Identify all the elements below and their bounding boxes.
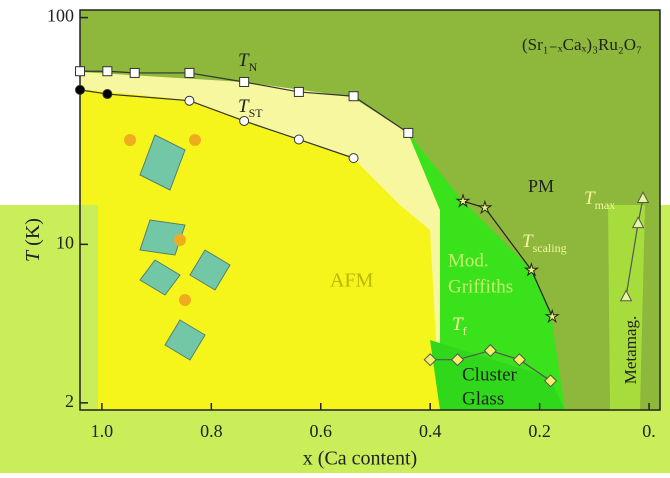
region [80,205,98,410]
x-tick-label: 1.0 [91,421,114,441]
y-tick-label: 10 [56,232,74,252]
series-label: Tscaling [522,231,567,254]
data-point [477,199,493,215]
region-label: Griffiths [448,276,513,297]
data-point [293,86,304,97]
data-point [403,127,414,138]
y-tick-label: 100 [47,6,74,26]
data-point [523,262,540,277]
plot-frame [79,9,661,411]
region-label: PM [528,176,554,196]
series-label-sub: max [595,198,616,212]
series-line [462,200,553,317]
data-point [75,66,85,77]
data-point [450,353,465,367]
region-label: Metamag. [621,316,640,384]
series-label-main: T [238,96,250,117]
data-point [75,84,85,95]
region-label: Mod. [448,250,489,271]
data-point [129,67,140,78]
y-axis-label-symbol: T [22,249,44,262]
griffiths-region [408,133,565,410]
x-tick-label: 0.6 [310,421,333,441]
series-label-sub: f [463,324,467,338]
data-point [239,115,250,126]
data-point [239,76,250,87]
y-axis-label: T (K) [22,218,44,262]
marks: TNTSTTscalingTfTmaxPMAFMMod.GriffithsClu… [75,16,650,410]
y-tick-label: 2 [65,391,74,411]
data-point [102,66,113,77]
data-point [636,191,650,204]
region-label: AFM [330,270,374,292]
series-label: Tf [452,314,467,337]
x-axis-label: x (Ca content) [303,448,417,470]
data-point [544,374,558,388]
series-label: TN [238,50,258,73]
data-point [184,95,195,106]
data-point [102,89,113,100]
data-point [293,134,304,145]
series-label-sub: N [249,60,258,74]
series-label-sub: scaling [533,241,567,255]
region-label: Glass [462,388,504,409]
series-label: TST [238,96,263,119]
crystal-structure [124,134,231,361]
data-point [348,91,359,102]
chart-title: (Sr₁₋ₓCaₓ)₃Ru₂O₇ [522,35,642,54]
data-point [423,353,437,367]
series-label-main: T [522,231,534,252]
data-point [512,353,526,367]
data-point [619,289,633,302]
x-tick-label: 0.2 [528,421,551,441]
data-point [544,308,560,324]
data-point [348,153,359,164]
x-tick-label: 0.8 [200,421,223,441]
data-point [631,216,645,229]
y-axis-label-unit: (K) [22,218,44,251]
data-point [184,67,195,78]
series-label-main: T [238,50,250,71]
series-label-main: T [452,314,464,335]
data-point [483,344,497,358]
series-label-main: T [584,188,596,209]
x-tick-label: 0. [642,421,656,441]
data-point [455,193,471,208]
region-label: Cluster [462,364,518,385]
series-label: Tmax [584,188,615,211]
series-label-sub: ST [249,106,264,120]
metamag-region [608,205,645,410]
x-tick-label: 0.4 [419,421,442,441]
